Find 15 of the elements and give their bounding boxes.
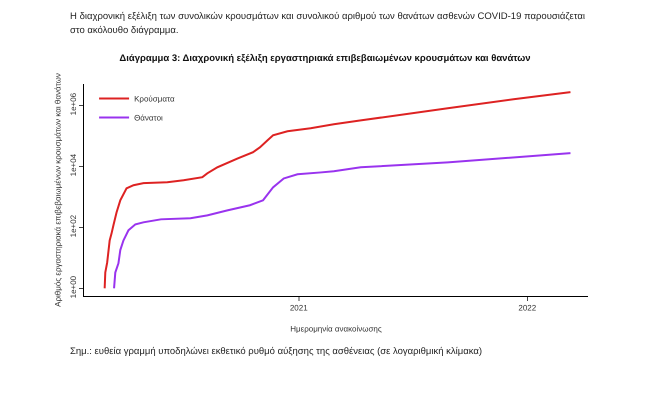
- legend-label: Θάνατοι: [134, 114, 164, 123]
- text: Σημ.: ευθεία γραμμή υποδηλώνει εκθετικό ρυθμό αύξησης της ασθένειας (σε λογαριθμική κλίμακα): [70, 345, 484, 359]
- chart-title: Διάγραμμα 3: Διαχρονική εξέλιξη εργαστηριακά επιβεβαιωμένων κρουσμάτων και θανάτων: [119, 53, 531, 64]
- y-axis-title: Αριθμός εργαστηριακά επιβεβαιωμένων κρουσμάτων και θανάτων: [54, 73, 62, 307]
- y-tick-label: 1e+02: [68, 214, 78, 238]
- line-series: [113, 152, 572, 290]
- y-tick-label: 1e+04: [68, 153, 78, 176]
- line-series: [104, 91, 572, 290]
- x-tick-label: 2022: [518, 304, 537, 313]
- x-tick-label: 2021: [290, 304, 308, 313]
- legend-label: Κρούσματα: [134, 94, 176, 104]
- x-axis-title: Ημερομηνία ανακοίνωσης: [290, 324, 382, 334]
- y-tick-label: 1e+00: [68, 275, 78, 298]
- text: Η διαχρονική εξέλιξη των συνολικών κρουσμάτων και συνολικού αριθμού των θανάτων ασθενών COVID-19 παρουσιάζεται στο ακόλουθο διάγραμμα.: [70, 10, 585, 38]
- y-tick-label: 1e+06: [68, 92, 78, 116]
